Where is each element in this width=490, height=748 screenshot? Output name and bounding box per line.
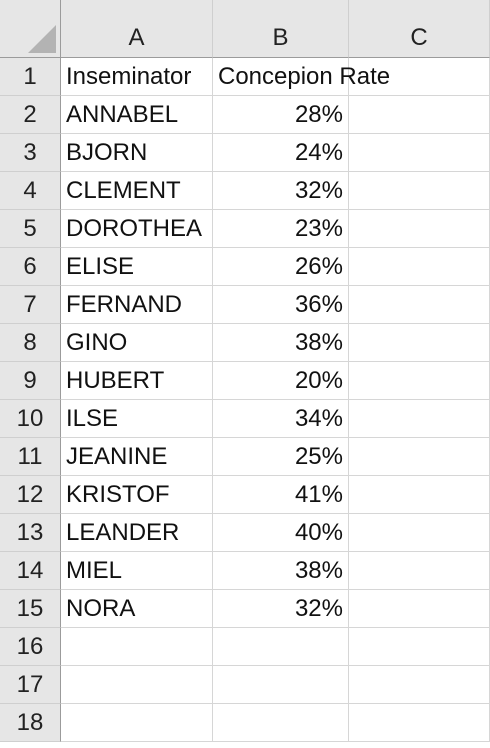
- cell-c[interactable]: [349, 590, 490, 628]
- table-row: HUBERT 20%: [61, 362, 490, 400]
- table-row: KRISTOF 41%: [61, 476, 490, 514]
- cell-b[interactable]: 20%: [213, 362, 349, 400]
- table-row: LEANDER 40%: [61, 514, 490, 552]
- row-header[interactable]: 4: [0, 172, 61, 210]
- row-header[interactable]: 11: [0, 438, 61, 476]
- cell-a[interactable]: [61, 628, 213, 666]
- row-header[interactable]: 8: [0, 324, 61, 362]
- cell-c[interactable]: [349, 96, 490, 134]
- row-header[interactable]: 13: [0, 514, 61, 552]
- cell-b[interactable]: 36%: [213, 286, 349, 324]
- cell-c[interactable]: [349, 476, 490, 514]
- table-row: FERNAND 36%: [61, 286, 490, 324]
- cell-b[interactable]: 41%: [213, 476, 349, 514]
- cell-a[interactable]: CLEMENT: [61, 172, 213, 210]
- row-header[interactable]: 1: [0, 58, 61, 96]
- cell-b[interactable]: 24%: [213, 134, 349, 172]
- table-row: ANNABEL 28%: [61, 96, 490, 134]
- table-row: MIEL 38%: [61, 552, 490, 590]
- row-header[interactable]: 12: [0, 476, 61, 514]
- cell-b[interactable]: 28%: [213, 96, 349, 134]
- row-header[interactable]: 15: [0, 590, 61, 628]
- cell-c[interactable]: [349, 362, 490, 400]
- cell-c[interactable]: [349, 248, 490, 286]
- cell-b[interactable]: 25%: [213, 438, 349, 476]
- cell-c[interactable]: [349, 704, 490, 742]
- cell-a[interactable]: JEANINE: [61, 438, 213, 476]
- cell-a[interactable]: Inseminator: [61, 58, 213, 96]
- row-header[interactable]: 14: [0, 552, 61, 590]
- table-row: JEANINE 25%: [61, 438, 490, 476]
- row-header[interactable]: 7: [0, 286, 61, 324]
- cell-c[interactable]: [349, 172, 490, 210]
- cell-b[interactable]: 34%: [213, 400, 349, 438]
- header-row: Inseminator Concepion Rate: [61, 58, 490, 96]
- cell-a[interactable]: DOROTHEA: [61, 210, 213, 248]
- cell-a[interactable]: KRISTOF: [61, 476, 213, 514]
- column-header-b[interactable]: B: [213, 0, 349, 58]
- cell-c[interactable]: [349, 514, 490, 552]
- cell-a[interactable]: GINO: [61, 324, 213, 362]
- cell-b[interactable]: 23%: [213, 210, 349, 248]
- cell-a[interactable]: FERNAND: [61, 286, 213, 324]
- row-header[interactable]: 9: [0, 362, 61, 400]
- row-header[interactable]: 3: [0, 134, 61, 172]
- cell-c[interactable]: [349, 286, 490, 324]
- cell-a[interactable]: ANNABEL: [61, 96, 213, 134]
- cell-c[interactable]: [349, 210, 490, 248]
- cell-c[interactable]: [349, 134, 490, 172]
- row-header[interactable]: 2: [0, 96, 61, 134]
- cell-a[interactable]: MIEL: [61, 552, 213, 590]
- select-all-icon: [28, 25, 56, 53]
- table-row: BJORN 24%: [61, 134, 490, 172]
- row-header[interactable]: 16: [0, 628, 61, 666]
- cell-a[interactable]: BJORN: [61, 134, 213, 172]
- row-header[interactable]: 5: [0, 210, 61, 248]
- table-row: [61, 628, 490, 666]
- table-row: DOROTHEA 23%: [61, 210, 490, 248]
- cell-a[interactable]: ILSE: [61, 400, 213, 438]
- cell-b[interactable]: 38%: [213, 324, 349, 362]
- cell-c[interactable]: [349, 628, 490, 666]
- cell-c[interactable]: [349, 552, 490, 590]
- cell-b[interactable]: Concepion Rate: [213, 58, 390, 96]
- row-header[interactable]: 18: [0, 704, 61, 742]
- cell-c[interactable]: [349, 666, 490, 704]
- cell-b[interactable]: [213, 666, 349, 704]
- table-row: [61, 704, 490, 742]
- cell-a[interactable]: HUBERT: [61, 362, 213, 400]
- cell-c[interactable]: [349, 58, 490, 96]
- cell-b[interactable]: 38%: [213, 552, 349, 590]
- cell-c[interactable]: [349, 400, 490, 438]
- cell-b[interactable]: [213, 704, 349, 742]
- table-row: ELISE 26%: [61, 248, 490, 286]
- cell-b[interactable]: [213, 628, 349, 666]
- table-row: CLEMENT 32%: [61, 172, 490, 210]
- table-row: GINO 38%: [61, 324, 490, 362]
- cell-b[interactable]: 32%: [213, 590, 349, 628]
- cell-a[interactable]: ELISE: [61, 248, 213, 286]
- select-all-button[interactable]: [0, 0, 61, 58]
- column-header-a[interactable]: A: [61, 0, 213, 58]
- row-header[interactable]: 6: [0, 248, 61, 286]
- cell-b[interactable]: 40%: [213, 514, 349, 552]
- cell-b[interactable]: 26%: [213, 248, 349, 286]
- cell-c[interactable]: [349, 438, 490, 476]
- cell-b[interactable]: 32%: [213, 172, 349, 210]
- column-header-c[interactable]: C: [349, 0, 490, 58]
- table-row: NORA 32%: [61, 590, 490, 628]
- cell-a[interactable]: NORA: [61, 590, 213, 628]
- table-row: ILSE 34%: [61, 400, 490, 438]
- cell-a[interactable]: LEANDER: [61, 514, 213, 552]
- row-header[interactable]: 10: [0, 400, 61, 438]
- cell-a[interactable]: [61, 704, 213, 742]
- row-header[interactable]: 17: [0, 666, 61, 704]
- cell-c[interactable]: [349, 324, 490, 362]
- table-row: [61, 666, 490, 704]
- cell-a[interactable]: [61, 666, 213, 704]
